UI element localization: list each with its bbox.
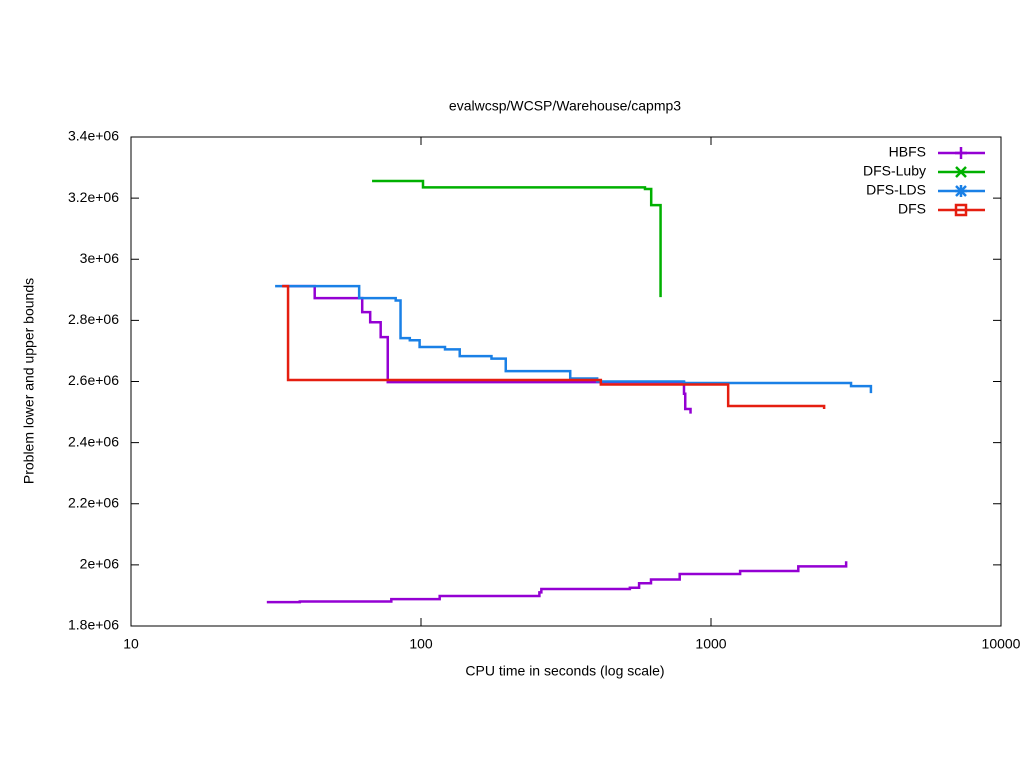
legend-marker [954,203,968,217]
y-tick-label: 3.4e+06 [68,128,119,144]
x-tick-label: 10000 [982,636,1021,652]
series-line [282,284,826,410]
y-tick-label: 2.4e+06 [68,433,119,449]
legend-label: DFS-Luby [863,163,926,179]
x-tick-label: 100 [409,636,433,652]
series-line [275,284,873,394]
y-tick-label: 1.8e+06 [68,617,119,633]
x-tick-label: 1000 [695,636,726,652]
x-tick-label: 10 [123,636,139,652]
y-axis-label: Problem lower and upper bounds [21,278,37,484]
x-axis-label: CPU time in seconds (log scale) [465,663,664,679]
chart-title: evalwcsp/WCSP/Warehouse/capmp3 [449,98,681,114]
legend-label: DFS [898,201,926,217]
y-tick-label: 2.2e+06 [68,494,119,510]
legend-label: HBFS [889,144,926,160]
y-tick-label: 2.8e+06 [68,311,119,327]
y-tick-label: 2e+06 [80,556,120,572]
series-line [372,179,662,298]
legend-marker [955,166,967,178]
y-tick-label: 3e+06 [80,250,120,266]
legend-label: DFS-LDS [866,182,926,198]
y-tick-label: 2.6e+06 [68,372,119,388]
y-tick-label: 3.2e+06 [68,189,119,205]
series-line [266,284,848,604]
legend-marker [955,185,967,197]
